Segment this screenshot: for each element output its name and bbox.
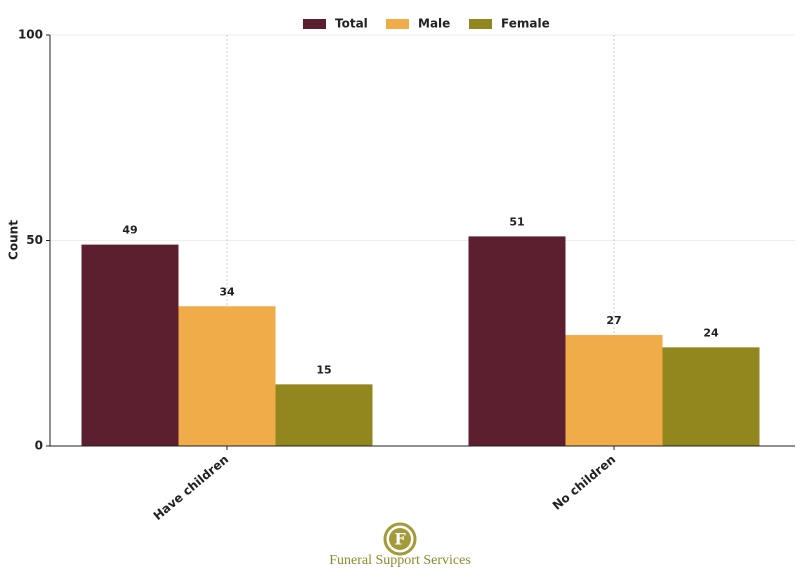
data-label: 34 xyxy=(219,285,235,298)
bar xyxy=(662,347,760,446)
legend-swatch xyxy=(386,19,409,29)
legend-label: Male xyxy=(418,17,450,31)
legend-swatch xyxy=(303,19,326,29)
x-tick-label: No children xyxy=(550,452,618,513)
legend-label: Female xyxy=(501,17,550,31)
bar xyxy=(81,244,179,446)
bar xyxy=(275,384,373,446)
logo-disc xyxy=(389,528,411,550)
logo-ring xyxy=(383,522,417,556)
y-tick-label: 100 xyxy=(18,28,43,42)
data-label: 24 xyxy=(703,326,719,339)
legend-swatch xyxy=(469,19,492,29)
y-tick-label: 50 xyxy=(26,233,43,247)
legend-label: Total xyxy=(335,17,368,31)
logo-text: Funeral Support Services xyxy=(329,553,471,568)
x-tick-label: Have children xyxy=(151,452,232,523)
bar xyxy=(178,306,276,446)
data-label: 27 xyxy=(606,314,621,327)
bar xyxy=(565,335,663,446)
logo-letter: F xyxy=(394,530,406,549)
data-label: 15 xyxy=(316,363,331,376)
y-axis-label: Count xyxy=(7,220,21,260)
bar xyxy=(468,236,566,446)
data-label: 51 xyxy=(509,215,524,228)
y-tick-label: 0 xyxy=(35,439,43,453)
data-label: 49 xyxy=(122,224,137,237)
